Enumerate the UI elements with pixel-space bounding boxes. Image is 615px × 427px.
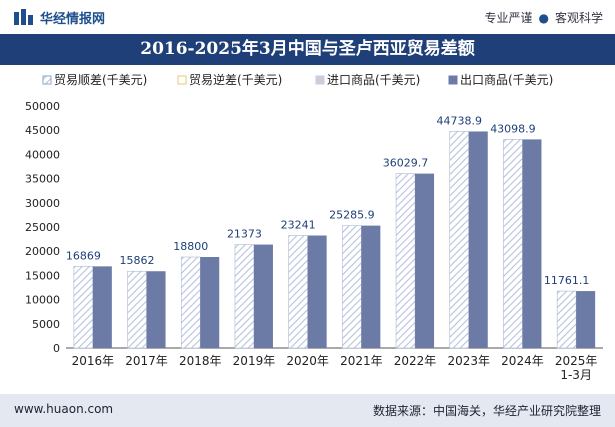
data-label: 15862 xyxy=(120,254,155,267)
footer: www.huaon.com 数据来源：中国海关，华经产业研究院整理 xyxy=(0,394,615,427)
trade-surplus-bar xyxy=(395,173,416,349)
x-tick-label: 2025年 xyxy=(555,354,598,368)
export-bar xyxy=(415,173,435,348)
legend-label: 出口商品(千美元) xyxy=(460,72,553,87)
x-tick-label: 2018年 xyxy=(179,354,222,368)
brand-name: 华经情报网 xyxy=(40,12,106,27)
x-tick-label: 2016年 xyxy=(72,354,115,368)
x-axis: 2016年 2017年 2018年 2019年 2020年 2021年 2022年 2023年… xyxy=(72,354,598,382)
chart-legend: 贸易顺差(千美元) 贸易逆差(千美元) 进口商品(千美元) 出口商品(千美元) xyxy=(42,72,553,87)
footer-source: 数据来源：中国海关，华经产业研究院整理 xyxy=(372,404,601,418)
y-tick-label: 45000 xyxy=(25,124,60,137)
footer-url: www.huaon.com xyxy=(14,402,114,416)
x-tick-label: 2022年 xyxy=(394,354,437,368)
export-bar xyxy=(361,225,381,348)
legend-swatch xyxy=(315,75,325,85)
data-label: 25285.9 xyxy=(329,209,375,222)
brand-logo-icon xyxy=(14,9,33,25)
trade-surplus-bar xyxy=(73,266,94,349)
export-bar xyxy=(200,257,220,348)
export-bar xyxy=(468,131,488,348)
legend-swatch xyxy=(448,75,458,85)
trade-surplus-bar xyxy=(180,256,201,349)
data-label: 23241 xyxy=(281,219,316,232)
separator-dot-icon: ● xyxy=(538,11,549,25)
trade-surplus-bar xyxy=(342,225,362,349)
export-bar xyxy=(253,244,273,348)
legend-label: 进口商品(千美元) xyxy=(327,72,420,87)
y-tick-label: 0 xyxy=(53,342,60,355)
legend-swatch xyxy=(42,75,52,85)
y-tick-label: 25000 xyxy=(25,221,60,234)
x-tick-label: 2023年 xyxy=(447,354,490,368)
data-label: 18800 xyxy=(173,240,208,253)
y-tick-label: 10000 xyxy=(25,294,60,307)
y-tick-label: 20000 xyxy=(25,245,60,258)
legend-label: 贸易逆差(千美元) xyxy=(189,72,282,87)
data-label: 21373 xyxy=(227,228,262,241)
export-bar xyxy=(92,266,112,348)
tagline: 专业严谨 ● 客观科学 xyxy=(484,9,603,26)
data-label: 16869 xyxy=(66,249,101,262)
legend-label: 贸易顺差(千美元) xyxy=(54,73,147,87)
data-label: 11761.1 xyxy=(544,274,590,287)
export-bar xyxy=(522,139,542,348)
tagline-left: 专业严谨 xyxy=(484,11,533,25)
trade-surplus-bar xyxy=(503,139,523,349)
trade-surplus-bar xyxy=(234,244,255,349)
x-tick-label: 2024年 xyxy=(501,354,544,368)
export-bar xyxy=(307,235,327,348)
top-bar: 华经情报网 专业严谨 ● 客观科学 xyxy=(0,0,615,35)
x-tick-label: 2019年 xyxy=(233,354,276,368)
export-bar xyxy=(146,271,166,348)
export-bar xyxy=(576,291,596,348)
y-tick-label: 35000 xyxy=(25,173,60,186)
bar-chart: 贸易顺差(千美元) 贸易逆差(千美元) 进口商品(千美元) 出口商品(千美元) 0 50… xyxy=(25,72,603,382)
chart-title: 2016-2025年3月中国与圣卢西亚贸易差额 xyxy=(0,34,615,65)
x-tick-label: 1-3月 xyxy=(560,368,592,382)
y-tick-label: 5000 xyxy=(32,318,60,331)
y-axis: 0 5000 10000 15000 20000 25000 30000 35000 40000… xyxy=(25,100,603,355)
x-tick-label: 2021年 xyxy=(340,354,383,368)
trade-surplus-bar xyxy=(449,131,470,349)
y-tick-label: 15000 xyxy=(25,269,60,282)
y-tick-label: 40000 xyxy=(25,148,60,161)
data-label: 43098.9 xyxy=(490,122,536,135)
y-tick-label: 50000 xyxy=(25,100,60,113)
x-tick-label: 2020年 xyxy=(286,354,329,368)
trade-surplus-bar xyxy=(288,235,308,349)
data-label: 36029.7 xyxy=(383,157,429,170)
bars-group: 16869 15862 18800 21373 23241 25285.9 36029.7 4… xyxy=(66,114,596,349)
y-tick-label: 30000 xyxy=(25,197,60,210)
trade-surplus-bar xyxy=(127,270,147,349)
x-tick-label: 2017年 xyxy=(125,354,168,368)
trade-surplus-bar xyxy=(556,290,577,349)
data-label: 44738.9 xyxy=(437,114,483,127)
legend-swatch xyxy=(177,75,187,85)
tagline-right: 客观科学 xyxy=(554,11,603,25)
